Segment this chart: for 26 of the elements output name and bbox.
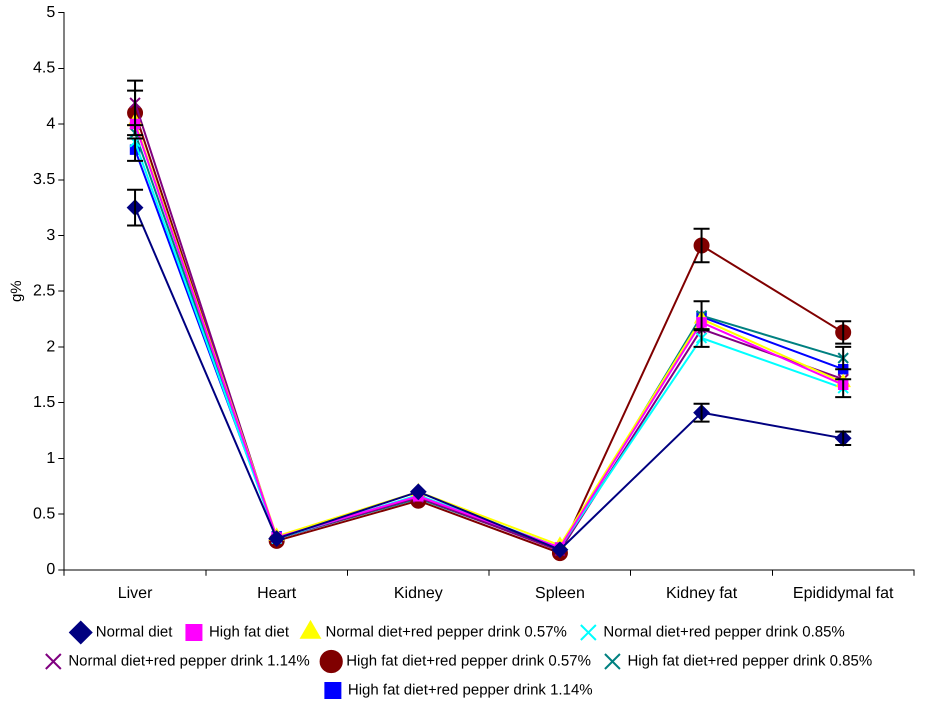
legend-label: High fat diet xyxy=(208,624,290,641)
y-tick-label: 2.5 xyxy=(32,282,56,300)
y-tick-label: 0.5 xyxy=(32,505,56,522)
legend-label: Normal diet xyxy=(96,624,174,641)
y-tick-label: 5 xyxy=(46,4,56,22)
y-tick-label: 1 xyxy=(46,450,56,467)
y-tick-label: 2 xyxy=(46,338,56,356)
y-tick-label: 4 xyxy=(46,115,56,132)
legend-label: High fat diet+red pepper drink 1.14% xyxy=(348,682,593,699)
legend-label: High fat diet+red pepper drink 0.85% xyxy=(627,652,872,670)
y-axis-title: g% xyxy=(8,280,26,302)
y-tick-label: 4.5 xyxy=(32,60,56,77)
y-tick-label: 3 xyxy=(46,226,56,244)
x-tick-label: Heart xyxy=(257,584,297,602)
legend-label: Normal diet+red pepper drink 0.85% xyxy=(603,624,845,641)
y-tick-label: 1.5 xyxy=(32,394,56,412)
x-tick-label: Kidney xyxy=(394,584,443,602)
y-tick-label: 3.5 xyxy=(32,171,56,188)
x-tick-label: Epididymal fat xyxy=(792,584,894,602)
x-tick-label: Liver xyxy=(118,584,154,602)
legend-label: Normal diet+red pepper drink 0.57% xyxy=(325,624,567,641)
x-tick-label: Spleen xyxy=(535,584,585,602)
legend-label: High fat diet+red pepper drink 0.57% xyxy=(346,652,591,670)
x-tick-label: Kidney fat xyxy=(666,584,738,602)
y-tick-label: 0 xyxy=(46,561,56,578)
legend-label: Normal diet+red pepper drink 1.14% xyxy=(68,652,310,670)
